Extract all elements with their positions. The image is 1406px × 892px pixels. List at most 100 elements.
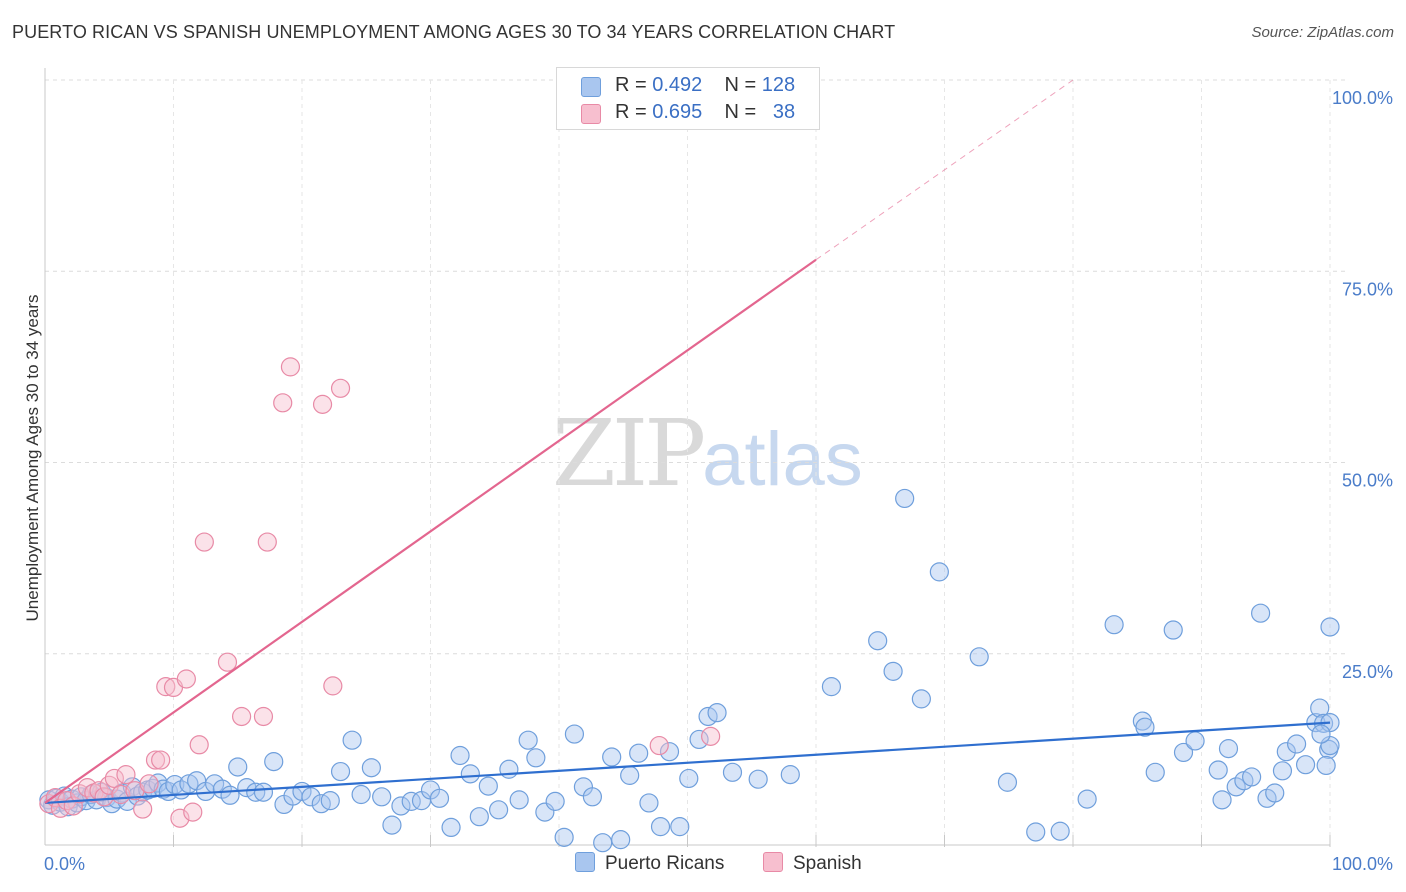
data-point bbox=[509, 790, 529, 810]
data-point bbox=[1145, 762, 1165, 782]
data-point bbox=[361, 758, 381, 778]
data-point bbox=[1077, 789, 1097, 809]
bottom-legend-spanish: Spanish bbox=[763, 852, 862, 875]
data-point bbox=[518, 730, 538, 750]
y-axis-label: Unemployment Among Ages 30 to 34 years bbox=[23, 295, 42, 622]
watermark-atlas: atlas bbox=[702, 417, 863, 502]
data-point bbox=[194, 532, 214, 552]
data-point bbox=[450, 745, 470, 766]
data-point bbox=[212, 779, 232, 799]
data-point bbox=[1272, 761, 1293, 781]
chart-title: PUERTO RICAN VS SPANISH UNEMPLOYMENT AMO… bbox=[12, 22, 896, 42]
data-point bbox=[582, 787, 603, 807]
n-value: 38 bbox=[772, 101, 796, 123]
watermark: ZIPatlas bbox=[552, 400, 863, 507]
data-point bbox=[821, 677, 842, 697]
trend-line-puerto-ricans bbox=[44, 721, 1331, 805]
data-point bbox=[868, 631, 888, 651]
data-point bbox=[883, 661, 903, 681]
data-point bbox=[139, 774, 159, 794]
data-point bbox=[320, 791, 340, 811]
data-point bbox=[77, 778, 98, 798]
data-point bbox=[659, 742, 680, 762]
tick-labels: 25.0% 50.0% 75.0% 100.0% 0.0% 100.0% bbox=[44, 88, 1393, 874]
data-point bbox=[1320, 617, 1340, 637]
x-tick-label: 0.0% bbox=[44, 854, 85, 874]
data-point bbox=[780, 765, 800, 785]
data-point bbox=[1173, 742, 1194, 763]
data-point bbox=[1135, 717, 1155, 737]
data-point bbox=[1295, 755, 1316, 775]
x-tick-label: 100.0% bbox=[1332, 854, 1393, 874]
bottom-legend-puerto-ricans: Puerto Ricans bbox=[575, 852, 724, 875]
data-point bbox=[264, 752, 284, 772]
data-point bbox=[1185, 731, 1205, 751]
data-point bbox=[372, 787, 392, 807]
data-point bbox=[629, 743, 649, 763]
data-point bbox=[312, 394, 333, 414]
bottom-legend-label: Spanish bbox=[793, 853, 862, 874]
n-value: 128 bbox=[761, 74, 796, 96]
data-point bbox=[670, 817, 690, 837]
data-point bbox=[722, 762, 743, 782]
bottom-legend-swatch bbox=[763, 852, 783, 872]
data-point bbox=[1050, 821, 1070, 841]
data-point bbox=[116, 765, 136, 785]
legend-text: R = 0.492 N = 128 bbox=[615, 74, 795, 97]
y-tick-label: 50.0% bbox=[1342, 471, 1393, 491]
data-point bbox=[280, 357, 301, 377]
data-point bbox=[228, 757, 248, 777]
data-point bbox=[1311, 724, 1331, 744]
data-point bbox=[911, 689, 931, 709]
data-point bbox=[701, 726, 721, 746]
data-point bbox=[151, 750, 171, 770]
data-point bbox=[707, 703, 727, 723]
data-point bbox=[253, 706, 274, 727]
data-point bbox=[165, 774, 185, 795]
data-point bbox=[246, 782, 266, 802]
data-point bbox=[679, 768, 699, 789]
bottom-legend-label: Puerto Ricans bbox=[605, 853, 725, 874]
correlation-legend: R = 0.492 N = 128 R = 0.695 N = 38 bbox=[556, 67, 820, 130]
data-point bbox=[273, 393, 293, 413]
legend-swatch-puerto-ricans bbox=[581, 77, 601, 97]
data-point bbox=[545, 791, 565, 811]
data-point bbox=[382, 815, 402, 835]
data-point bbox=[441, 817, 461, 838]
data-point bbox=[469, 807, 489, 827]
data-point bbox=[649, 735, 669, 756]
data-point bbox=[1226, 777, 1246, 797]
r-label: R = bbox=[615, 74, 647, 96]
data-point bbox=[70, 784, 90, 804]
data-point bbox=[1212, 790, 1232, 810]
data-point bbox=[620, 765, 640, 785]
data-point bbox=[179, 774, 199, 794]
data-point bbox=[133, 799, 153, 819]
data-point bbox=[1242, 767, 1262, 787]
data-point bbox=[593, 833, 613, 853]
data-point bbox=[1026, 822, 1046, 842]
data-point bbox=[330, 761, 351, 782]
data-point bbox=[145, 750, 166, 770]
data-point bbox=[323, 676, 343, 696]
data-point bbox=[564, 724, 585, 744]
legend-swatch-spanish bbox=[581, 104, 601, 124]
y-tick-label: 25.0% bbox=[1342, 662, 1393, 682]
data-point bbox=[401, 791, 421, 811]
n-label: N = bbox=[724, 74, 757, 96]
data-point bbox=[351, 784, 371, 805]
data-point bbox=[257, 532, 277, 552]
data-point bbox=[748, 769, 768, 789]
data-point bbox=[997, 772, 1018, 792]
n-label: N = bbox=[724, 101, 757, 123]
data-point bbox=[301, 787, 321, 807]
data-point bbox=[478, 776, 498, 796]
data-point bbox=[526, 748, 546, 768]
data-point bbox=[156, 677, 176, 697]
source-credit: Source: ZipAtlas.com bbox=[1251, 24, 1394, 41]
trend-extension-spanish bbox=[815, 79, 1074, 261]
bottom-legend-swatch bbox=[575, 852, 595, 872]
data-point bbox=[689, 729, 709, 750]
y-tick-label: 75.0% bbox=[1342, 279, 1393, 299]
